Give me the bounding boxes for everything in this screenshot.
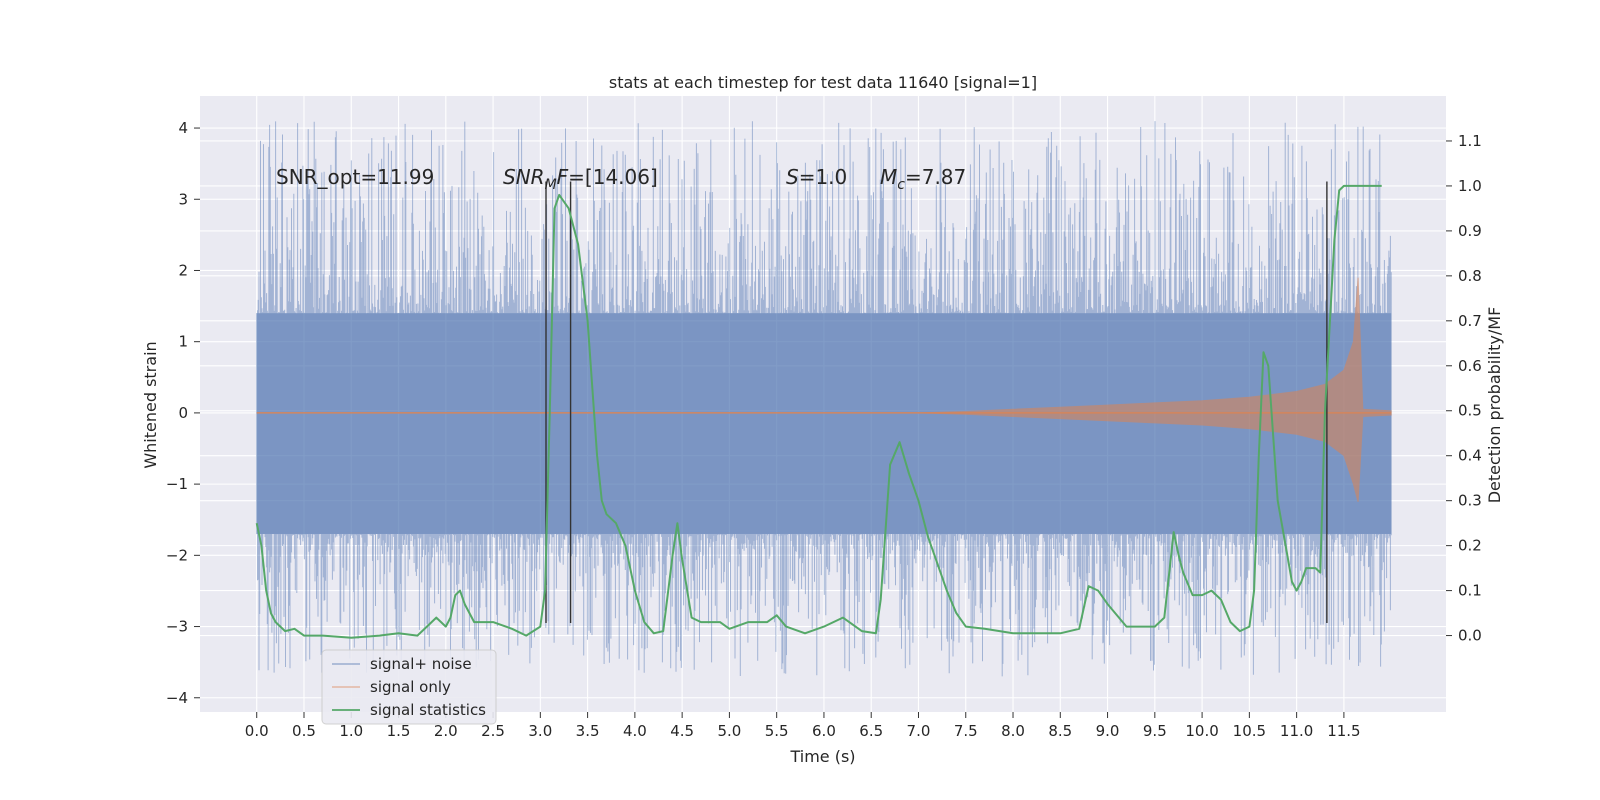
y2-tick-label: 0.6: [1458, 357, 1482, 375]
y-tick-label: −1: [166, 475, 188, 493]
x-tick-label: 6.5: [859, 722, 883, 740]
x-tick-label: 10.0: [1185, 722, 1218, 740]
y2-axis-ticks: 0.0 0.1 0.2 0.3 0.4 0.5 0.6 0.7 0.8 0.9 1.0 1.1: [1446, 132, 1482, 645]
annotation-mc-var: M: [880, 165, 897, 189]
annotation-snr-opt: SNR_opt=11.99: [276, 165, 434, 189]
annotation-snr-mf-sub: M: [545, 177, 557, 193]
legend-label-signal-only: signal only: [370, 678, 451, 696]
y-tick-label: 1: [178, 333, 188, 351]
x-tick-label: 3.0: [528, 722, 552, 740]
annotation-mc: Mc=7.87: [880, 165, 966, 193]
y2-tick-label: 1.1: [1458, 132, 1482, 150]
x-tick-label: 5.0: [717, 722, 741, 740]
x-tick-label: 2.5: [481, 722, 505, 740]
annotation-snr-mf-var: SNR: [503, 165, 545, 189]
y2-tick-label: 0.1: [1458, 582, 1482, 600]
x-tick-label: 6.0: [812, 722, 836, 740]
annotations: SNR_opt=11.99 SNRMF=[14.06] S=1.0 Mc=7.8…: [276, 165, 966, 193]
x-tick-label: 7.0: [907, 722, 931, 740]
x-tick-label: 0.0: [245, 722, 269, 740]
signal-only-series: [256, 277, 1392, 503]
x-tick-label: 1.0: [339, 722, 363, 740]
legend-label-signal-noise: signal+ noise: [370, 655, 472, 673]
signal-statistics-line: [255, 184, 1382, 639]
chart-title: stats at each timestep for test data 116…: [609, 73, 1037, 92]
signal-only-envelope: [256, 277, 1392, 503]
signal-statistics-series: [255, 184, 1382, 639]
y2-tick-label: 1.0: [1458, 177, 1482, 195]
legend: signal+ noise signal only signal statist…: [321, 649, 497, 725]
annotation-mc-sub: c: [897, 177, 905, 193]
y-axis-label: Whitened strain: [141, 341, 160, 468]
y-tick-label: −2: [166, 546, 188, 564]
y2-tick-label: 0.9: [1458, 222, 1482, 240]
x-tick-label: 5.5: [765, 722, 789, 740]
x-tick-label: 8.5: [1048, 722, 1072, 740]
x-tick-label: 0.5: [292, 722, 316, 740]
annotation-snr-mf-value: =[14.06]: [568, 165, 658, 189]
x-tick-label: 3.5: [576, 722, 600, 740]
annotation-mc-value: =7.87: [905, 165, 966, 189]
x-tick-label: 4.0: [623, 722, 647, 740]
legend-label-signal-statistics: signal statistics: [370, 701, 486, 719]
x-tick-label: 9.5: [1143, 722, 1167, 740]
y2-tick-label: 0.3: [1458, 492, 1482, 510]
y2-tick-label: 0.8: [1458, 267, 1482, 285]
annotation-s-var: S: [786, 165, 799, 189]
y-tick-label: −3: [166, 618, 188, 636]
x-axis-label: Time (s): [789, 747, 855, 766]
annotation-snr-mf-var2: F: [557, 165, 569, 189]
x-tick-label: 2.0: [434, 722, 458, 740]
x-tick-label: 9.0: [1096, 722, 1120, 740]
x-tick-label: 4.5: [670, 722, 694, 740]
y2-tick-label: 0.4: [1458, 447, 1482, 465]
x-axis-ticks: 0.0 0.5 1.0 1.5 2.0 2.5 3.0 3.5 4.0 4.5 5.0 5.5 6.0 6…: [245, 712, 1361, 740]
y-axis-ticks: −4 −3 −2 −1 0 1 2 3 4: [166, 119, 200, 707]
y2-tick-label: 0.5: [1458, 402, 1482, 420]
legend-box: [321, 649, 497, 725]
x-tick-label: 1.5: [387, 722, 411, 740]
y-tick-label: 3: [178, 190, 188, 208]
y2-axis-label: Detection probability/MF: [1485, 307, 1504, 504]
y-tick-label: 4: [178, 119, 188, 137]
y-tick-label: 0: [178, 404, 188, 422]
x-tick-label: 7.5: [954, 722, 978, 740]
x-tick-label: 11.5: [1327, 722, 1360, 740]
x-tick-label: 8.0: [1001, 722, 1025, 740]
x-tick-label: 11.0: [1280, 722, 1313, 740]
annotation-s-value: =1.0: [799, 165, 848, 189]
signal-noise-spikes: [256, 121, 1392, 677]
y2-tick-label: 0.0: [1458, 627, 1482, 645]
y2-tick-label: 0.7: [1458, 312, 1482, 330]
annotation-s: S=1.0: [786, 165, 847, 189]
grid: [200, 96, 1446, 712]
y-tick-label: 2: [178, 261, 188, 279]
y2-tick-label: 0.2: [1458, 537, 1482, 555]
x-tick-label: 10.5: [1233, 722, 1266, 740]
annotation-snr-mf: SNRMF=[14.06]: [503, 165, 658, 193]
y-tick-label: −4: [166, 689, 188, 707]
